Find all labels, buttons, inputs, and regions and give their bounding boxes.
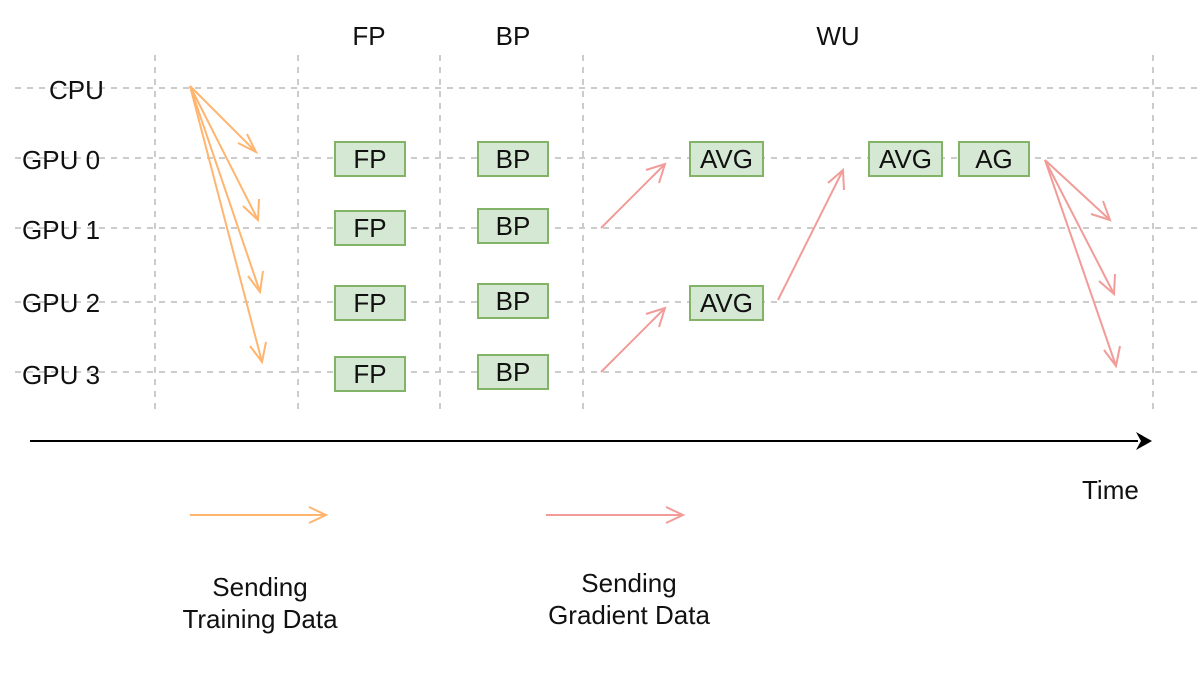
legend-training-arrowhead (308, 506, 329, 524)
fp-block-gpu2: FP (334, 285, 406, 321)
fp-block-gpu3: FP (334, 356, 406, 392)
training-arrow-gpu2 (189, 85, 261, 293)
legend-arrows (190, 506, 686, 524)
bp-block-gpu0: BP (477, 141, 549, 177)
gradient-arrow-gpu3-to-gpu2 (600, 307, 666, 373)
gradient-arrow-ag-to-gpu3 (1044, 159, 1117, 367)
row-label-gpu0: GPU 0 (22, 145, 101, 175)
time-axis (30, 432, 1152, 450)
row-label-gpu3: GPU 3 (22, 360, 101, 390)
legend-training-label: Sending Training Data (182, 571, 337, 635)
row-label-gpu2: GPU 2 (22, 288, 101, 318)
fp-block-gpu1: FP (334, 210, 406, 246)
legend-gradient-line1: Sending (581, 568, 677, 598)
fp-block-gpu0: FP (334, 141, 406, 177)
avg-block-gpu2: AVG (689, 285, 764, 321)
gradient-arrowhead-gpu1-to-gpu0 (645, 162, 667, 184)
training-arrow-gpu1 (189, 85, 259, 221)
gradient-arrows (600, 159, 1121, 373)
row-label-gpu1: GPU 1 (22, 215, 101, 245)
phase-label-wu: WU (816, 21, 860, 51)
training-arrows (189, 85, 267, 365)
gradient-arrow-ag-to-gpu1 (1044, 159, 1111, 221)
gradient-arrowhead-gpu3-to-gpu2 (645, 306, 667, 328)
legend-gradient-line2: Gradient Data (548, 600, 710, 630)
gradient-arrowhead-ag-to-gpu2 (1098, 273, 1116, 297)
legend-training-line2: Training Data (182, 604, 338, 634)
avg-block-gpu0-second: AVG (868, 141, 943, 177)
gradient-arrowhead-gpu2-to-gpu0 (827, 167, 845, 191)
training-arrow-gpu0 (189, 85, 257, 153)
training-arrowhead-gpu3 (249, 341, 267, 365)
phase-separators (154, 55, 1154, 410)
time-axis-arrowhead (1136, 432, 1152, 450)
bp-block-gpu2: BP (477, 283, 549, 319)
training-arrowhead-gpu2 (247, 270, 264, 295)
row-gridlines (15, 87, 1198, 373)
row-label-cpu: CPU (49, 75, 104, 105)
gradient-arrowhead-ag-to-gpu1 (1090, 200, 1112, 222)
time-axis-label: Time (1082, 475, 1139, 505)
training-arrowhead-gpu0 (237, 133, 259, 155)
gradient-arrow-gpu1-to-gpu0 (600, 163, 666, 229)
legend-gradient-label: Sending Gradient Data (548, 567, 710, 631)
gradient-arrow-gpu2-to-gpu0 (777, 169, 844, 301)
training-arrow-gpu3 (189, 85, 263, 363)
gradient-arrow-ag-to-gpu2 (1044, 159, 1115, 295)
legend-training-line1: Sending (212, 572, 308, 602)
ag-block-gpu0: AG (958, 141, 1030, 177)
phase-label-fp: FP (352, 21, 386, 51)
bp-block-gpu3: BP (477, 354, 549, 390)
legend-gradient-arrowhead (665, 506, 686, 524)
gradient-arrowhead-ag-to-gpu3 (1103, 345, 1121, 369)
avg-block-gpu0-first: AVG (689, 141, 764, 177)
bp-block-gpu1: BP (477, 208, 549, 244)
phase-label-bp: BP (495, 21, 531, 51)
training-arrowhead-gpu1 (242, 198, 260, 223)
